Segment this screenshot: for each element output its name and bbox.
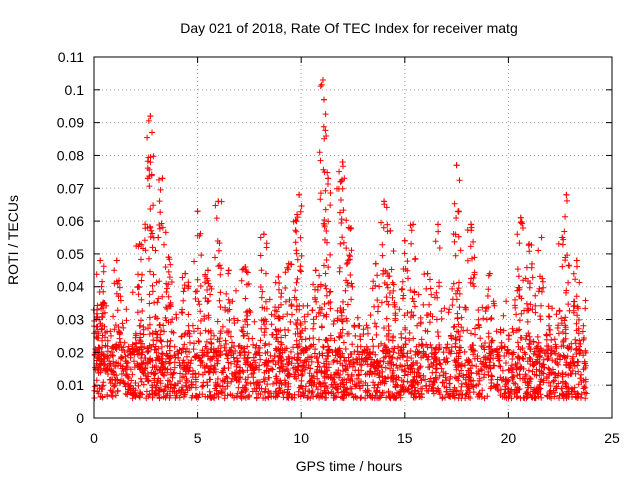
data-point-peak <box>113 257 120 264</box>
data-point-peak <box>294 211 301 218</box>
data-point-peak <box>296 191 303 198</box>
data-point-peak <box>242 264 249 271</box>
x-tick-label: 0 <box>90 430 98 446</box>
y-tick-label: 0.1 <box>65 82 85 98</box>
data-point-peak <box>468 221 475 228</box>
y-tick-label: 0.08 <box>57 147 84 163</box>
y-axis-ticks: 0 0.01 0.02 0.03 0.04 0.05 0.06 0.07 0.08 0.09 0.1… <box>57 49 612 426</box>
data-point-peak <box>155 234 162 241</box>
data-point-peak <box>144 175 151 182</box>
y-tick-label: 0.05 <box>57 246 84 262</box>
data-point-peak <box>312 267 319 274</box>
y-tick-label: 0.06 <box>57 213 84 229</box>
data-point-peak <box>337 178 344 185</box>
data-point-peak <box>159 175 166 182</box>
y-tick-label: 0.02 <box>57 344 84 360</box>
y-axis-label: ROTI / TECUs <box>5 195 21 285</box>
data-point-peak <box>563 191 570 198</box>
data-point-peak <box>410 221 417 228</box>
data-point-peak <box>387 227 394 234</box>
y-tick-label: 0.11 <box>58 49 84 65</box>
data-point-peak <box>204 267 211 274</box>
x-tick-label: 10 <box>293 430 309 446</box>
y-tick-label: 0.04 <box>57 279 84 295</box>
data-point-peak <box>325 175 332 182</box>
data-point-peak <box>136 241 143 248</box>
data-point-peak <box>149 129 156 136</box>
data-point-peak <box>372 260 379 267</box>
data-point-peak <box>434 221 441 228</box>
data-point-peak <box>339 159 346 166</box>
y-tick-label: 0.07 <box>57 180 84 196</box>
data-point-peak <box>517 214 524 221</box>
data-points <box>90 76 590 402</box>
data-point-peak <box>101 300 108 307</box>
x-axis-ticks: 0 5 10 15 20 25 <box>90 57 620 446</box>
data-point-peak <box>424 270 431 277</box>
data-point-peak <box>94 306 101 313</box>
x-tick-label: 20 <box>501 430 517 446</box>
data-point-peak <box>381 198 388 205</box>
data-point-peak <box>97 257 104 264</box>
data-point-peak <box>401 237 408 244</box>
data-point-peak <box>559 234 566 241</box>
x-axis-label: GPS time / hours <box>296 458 403 474</box>
data-point-peak <box>486 270 493 277</box>
data-point-peak <box>194 208 201 215</box>
data-point-peak <box>526 241 533 248</box>
y-tick-label: 0.03 <box>57 312 84 328</box>
plot-frame <box>93 56 613 419</box>
data-point-peak <box>573 257 580 264</box>
data-point-peak <box>453 162 460 169</box>
data-point-peak <box>285 260 292 267</box>
data-point-peak <box>182 270 189 277</box>
data-point-peak <box>319 76 326 83</box>
data-point-peak <box>320 96 327 103</box>
data-point-peak <box>275 273 282 280</box>
data-point-peak <box>225 267 232 274</box>
x-tick-label: 15 <box>397 430 413 446</box>
y-tick-label: 0 <box>76 410 84 426</box>
data-point-peak <box>147 113 154 120</box>
data-point-peak <box>215 198 222 205</box>
data-point-peak <box>260 231 267 238</box>
data-point-peak <box>345 224 352 231</box>
y-tick-label: 0.01 <box>57 377 84 393</box>
data-point-peak <box>538 234 545 241</box>
chart-title: Day 021 of 2018, Rate Of TEC Index for r… <box>180 20 517 36</box>
y-tick-label: 0.09 <box>57 115 84 131</box>
x-tick-label: 5 <box>194 430 202 446</box>
x-tick-label: 25 <box>604 430 620 446</box>
data-point-peak <box>165 254 172 261</box>
data-point-peak <box>455 208 462 215</box>
